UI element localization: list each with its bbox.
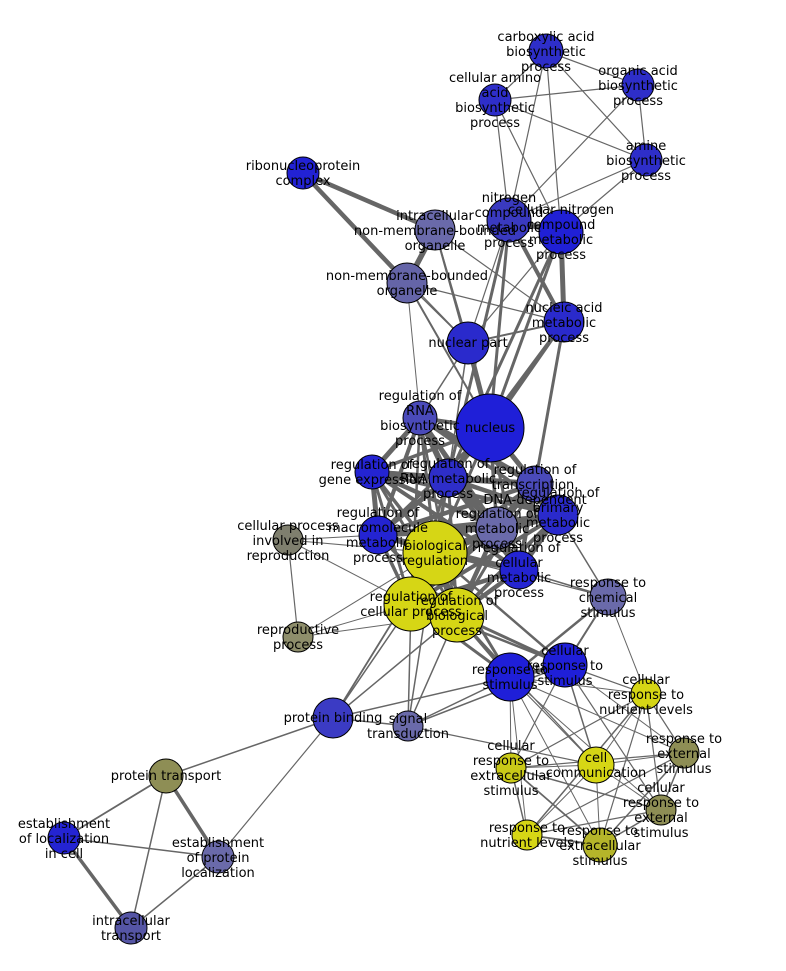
graph-node[interactable]: organic acid biosynthetic process (621, 68, 655, 102)
graph-node[interactable]: regulation of cellular process (383, 576, 439, 632)
graph-edge (409, 513, 560, 606)
graph-node[interactable]: nucleic acid metabolic process (543, 301, 585, 343)
graph-edge (62, 836, 133, 930)
graph-edge (545, 50, 647, 161)
graph-edge (406, 282, 421, 419)
graph-edge (332, 676, 511, 719)
graph-node[interactable]: establishment of localization in cell (47, 821, 81, 855)
graph-node[interactable]: biological regulation (402, 520, 468, 586)
graph-node[interactable]: nucleus (455, 393, 525, 463)
graph-edge (287, 539, 299, 638)
graph-edge (130, 775, 167, 929)
graph-edge (370, 470, 560, 517)
graph-edge (509, 676, 662, 811)
graph-edge (494, 99, 562, 233)
graph-node[interactable]: response to extracellular stimulus (582, 827, 618, 863)
graph-node[interactable]: regulation of primary metabolic process (537, 494, 579, 536)
graph-edge (447, 342, 469, 479)
graph-edge (434, 229, 565, 323)
graph-edge (510, 693, 647, 769)
graph-node[interactable]: protein binding (312, 697, 354, 739)
graph-node[interactable]: response to external stimulus (668, 737, 700, 769)
graph-node[interactable]: regulation of metabolic process (475, 506, 519, 550)
graph-node[interactable]: signal transduction (392, 710, 424, 742)
graph-edge (545, 50, 562, 233)
graph-node[interactable]: establishment of protein localization (201, 840, 235, 874)
graph-node[interactable]: intracellular non-membrane-bounded organ… (414, 209, 456, 251)
graph-edge (369, 469, 500, 531)
graph-node[interactable]: nuclear part (446, 321, 490, 365)
nodes-layer[interactable]: carboxylic acid biosynthetic process orga… (47, 33, 700, 945)
graph-node[interactable]: regulation of RNA metabolic process (428, 458, 468, 498)
graph-node[interactable]: response to stimulus (485, 652, 535, 702)
graph-node[interactable]: regulation of biological process (429, 587, 485, 643)
edges-layer (62, 50, 685, 930)
graph-edge (564, 664, 685, 754)
graph-node[interactable]: regulation of transcription, DNA-depende… (516, 465, 554, 503)
graph-edge (217, 717, 334, 858)
graph-node[interactable]: cellular nitrogen compound metabolic pro… (538, 209, 584, 255)
graph-node[interactable]: ribonucleoprotein complex (286, 156, 320, 190)
graph-edge (526, 809, 662, 836)
graph-edge (509, 676, 601, 846)
graph-edge (467, 231, 562, 344)
graph-edge (508, 50, 547, 221)
graph-edge (302, 172, 469, 344)
graph-edge (645, 693, 662, 811)
graph-edge (510, 767, 662, 811)
graph-edge (165, 717, 334, 777)
graph-node[interactable]: protein transport (148, 758, 184, 794)
graph-edge (494, 84, 639, 101)
graph-edge (407, 664, 566, 727)
graph-edge (509, 676, 685, 754)
graph-edge (599, 752, 685, 846)
graph-node[interactable]: amine biosynthetic process (629, 143, 663, 177)
graph-node[interactable]: cellular response to external stimulus (645, 794, 677, 826)
graph-node[interactable]: non-membrane-bounded organelle (386, 262, 428, 304)
graph-edge (407, 725, 597, 766)
graph-node[interactable]: regulation of macromolecule metabolic pr… (358, 515, 398, 555)
graph-node[interactable]: response to nutrient levels (511, 819, 543, 851)
graph-edge (488, 218, 511, 430)
graph-edge (130, 856, 219, 929)
graph-node[interactable]: cellular response to stimulus (542, 642, 588, 688)
graph-node[interactable]: regulation of RNA biosynthetic process (402, 400, 438, 436)
graph-edge (533, 320, 566, 486)
graph-edge (564, 664, 662, 811)
graph-node[interactable]: nitrogen compound metabolic process (486, 197, 532, 243)
graph-node[interactable]: response to chemical stimulus (589, 578, 627, 616)
graph-edge (63, 837, 219, 858)
graph-node[interactable]: regulation of gene expression (354, 454, 390, 490)
graph-node[interactable]: cellular amino acid biosynthetic process (478, 83, 512, 117)
graph-node[interactable]: intracellular transport (114, 911, 148, 945)
graph-edge (508, 159, 647, 221)
graph-edge (508, 84, 639, 221)
graph-node[interactable]: cellular process involved in reproductio… (272, 524, 304, 556)
graph-node[interactable]: cell communication (577, 746, 615, 784)
graph-edge (63, 775, 167, 839)
graph-node[interactable]: regulation of cellular metabolic process (499, 550, 539, 590)
graph-edge (406, 282, 565, 323)
graph-edge (300, 170, 438, 233)
graph-node[interactable]: cellular response to nutrient levels (630, 678, 662, 710)
graph-edge (494, 99, 647, 161)
graph-node[interactable]: reproductive process (282, 621, 314, 653)
graph-edge (510, 767, 601, 846)
graph-node[interactable]: carboxylic acid biosynthetic process (528, 33, 564, 69)
graph-node[interactable]: cellular response to extracellular stimu… (495, 752, 527, 784)
